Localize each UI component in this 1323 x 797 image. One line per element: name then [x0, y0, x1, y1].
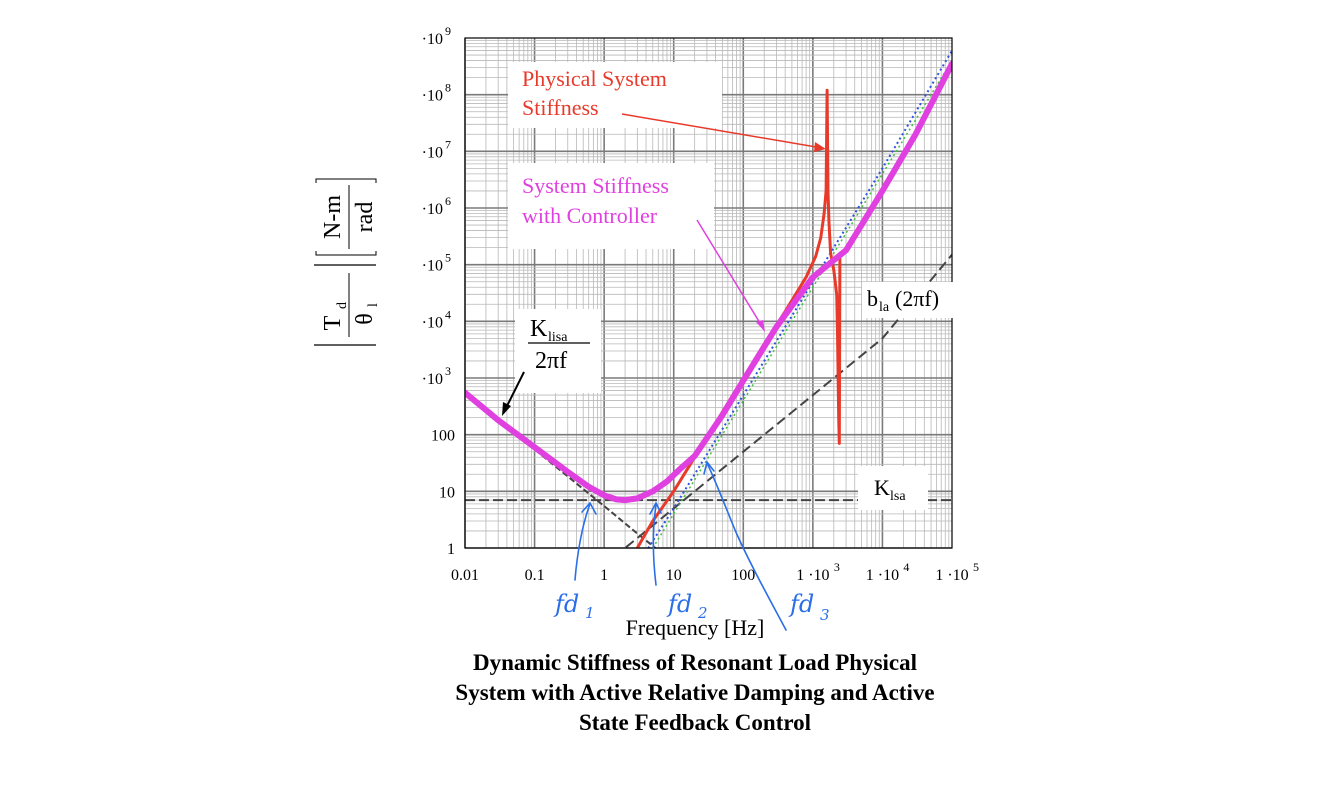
x-axis-label: Frequency [Hz] [625, 615, 765, 640]
klisa-num: K [530, 316, 548, 342]
bla-post: (2πf) [895, 286, 939, 311]
fd3-label: fd [788, 590, 814, 618]
fd1-label: fd [553, 590, 579, 618]
ylabel-den-sub: l [366, 303, 381, 307]
klsa-sub: lsa [890, 489, 906, 504]
y-tick-exponent: 6 [445, 194, 451, 208]
ylabel-num-sub: d [335, 302, 350, 309]
physical-line-2: Stiffness [522, 95, 599, 120]
x-tick-label: 1 [600, 567, 608, 584]
y-tick-label: 100 [431, 428, 455, 445]
fd-labels: fd 1 fd 2 fd 3 [553, 590, 830, 624]
annotation-system-with-controller: System Stiffness with Controller [508, 163, 765, 332]
physical-line-1: Physical System [522, 66, 667, 91]
caption-line-1: Dynamic Stiffness of Resonant Load Physi… [472, 650, 918, 675]
y-tick-label: ·10 [422, 88, 443, 105]
y-tick-exponent: 5 [445, 251, 451, 265]
x-tick-label: 0.1 [525, 567, 545, 584]
y-tick-label: ·10 [422, 144, 443, 161]
y-tick-exponent: 4 [445, 307, 451, 321]
bla-sub: la [879, 300, 890, 315]
klsa-label: K [874, 475, 890, 500]
ylabel-unit-den: rad [352, 202, 378, 233]
ylabel-den: θ [352, 313, 378, 325]
y-tick-label: ·10 [422, 258, 443, 275]
x-tick-exponent: 5 [973, 560, 979, 574]
caption-line-2: System with Active Relative Damping and … [455, 680, 935, 705]
y-tick-exponent: 8 [445, 81, 451, 95]
y-tick-exponent: 7 [445, 137, 451, 151]
controller-line-1: System Stiffness [522, 173, 669, 198]
annotation-klsa: K lsa [858, 466, 928, 510]
x-tick-label: 1 ·10 [796, 567, 829, 584]
fd3-sub: 3 [820, 606, 830, 624]
controller-line-2: with Controller [522, 203, 658, 228]
fd2-label: fd [666, 590, 692, 618]
x-tick-exponent: 4 [903, 560, 909, 574]
y-tick-label: 1 [447, 541, 455, 558]
x-tick-exponent: 3 [834, 560, 840, 574]
klisa-den: 2πf [535, 348, 567, 374]
x-tick-label: 0.01 [451, 567, 479, 584]
y-tick-label: ·10 [422, 31, 443, 48]
bla-pre: b [867, 286, 878, 311]
ylabel-num: T [320, 315, 346, 330]
fd2-sub: 2 [697, 604, 708, 622]
y-tick-exponent: 3 [445, 364, 451, 378]
x-tick-label: 1 ·10 [866, 567, 899, 584]
series-lines [465, 60, 952, 548]
annotation-bla: b la (2πf) [862, 282, 962, 318]
asymptote-inertia-green [652, 60, 952, 548]
fd1-sub: 1 [585, 604, 595, 622]
asymptote-inertia-blue [647, 50, 952, 548]
y-axis-label: T d θ l N-m rad [314, 178, 381, 346]
x-tick-labels: 0.01 0.1 1 10 100 1 ·10 3 1 ·10 4 1 ·10 5 [451, 560, 979, 584]
y-tick-label: 10 [439, 484, 455, 501]
y-tick-exponent: 9 [445, 24, 451, 38]
klisa-num-sub: lisa [548, 330, 568, 345]
series-controller [465, 60, 952, 504]
handwritten-annotations [574, 460, 787, 631]
y-tick-label: ·10 [422, 314, 443, 331]
y-tick-label: ·10 [422, 201, 443, 218]
ylabel-unit-num: N-m [320, 195, 346, 239]
annotation-klisa: K lisa 2πf [502, 309, 601, 416]
annotation-physical-system: Physical System Stiffness [508, 62, 826, 152]
y-tick-label: ·10 [422, 371, 443, 388]
caption-line-3: State Feedback Control [578, 710, 812, 735]
x-tick-label: 1 ·10 [935, 567, 968, 584]
x-tick-label: 100 [731, 567, 755, 584]
asymptote-bla-2pif [623, 254, 952, 548]
x-tick-label: 10 [666, 567, 682, 584]
